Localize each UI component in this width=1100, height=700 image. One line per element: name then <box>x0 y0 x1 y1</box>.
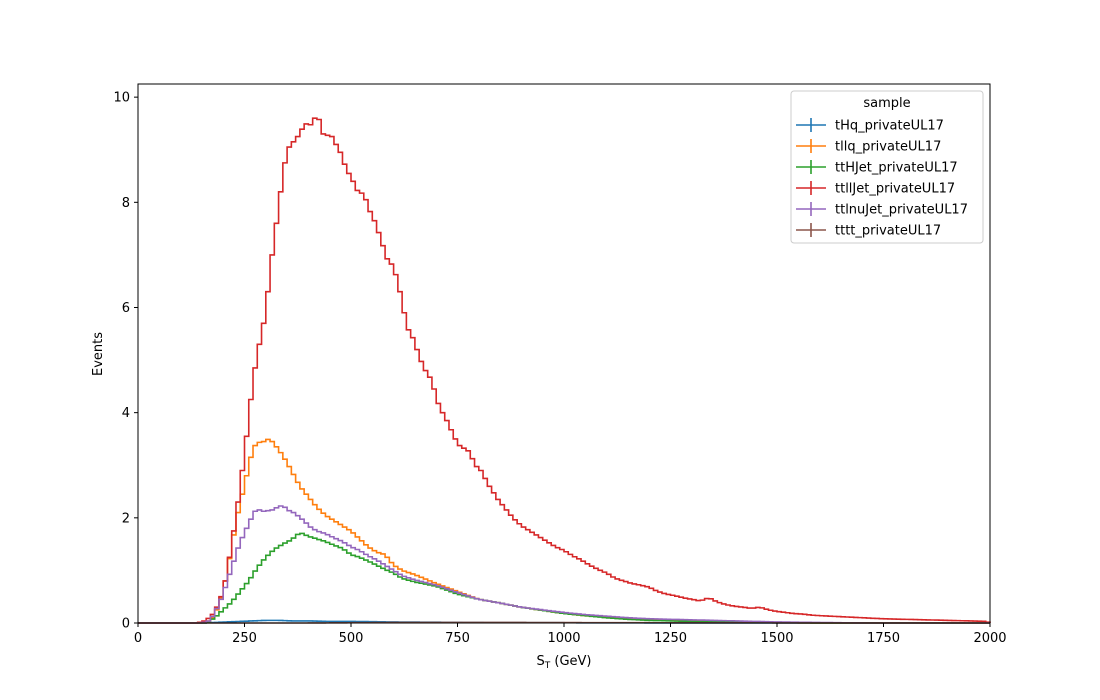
x-tick-label: 1000 <box>547 631 580 646</box>
x-tick-label: 0 <box>134 631 142 646</box>
series-line-2 <box>138 532 990 624</box>
legend: sample tHq_privateUL17 tllq_privateUL17tt… <box>790 90 984 244</box>
y-tick-label: 0 <box>122 617 130 632</box>
legend-entry: tllq_privateUL17 <box>796 139 941 155</box>
x-axis-label-unit: (GeV) <box>550 654 591 669</box>
legend-entry: tHq_privateUL17 <box>796 118 944 134</box>
x-axis: 0 250 500 750 1000 1250 1500 1750 2000 <box>134 623 1007 646</box>
legend-label: ttHJet_privateUL17 <box>835 161 958 176</box>
x-tick-label: 1500 <box>760 631 793 646</box>
series-line-3 <box>138 117 991 624</box>
y-tick-label: 2 <box>122 511 130 526</box>
legend-label: tllq_privateUL17 <box>835 140 941 155</box>
x-tick-label: 1250 <box>654 631 687 646</box>
legend-entry: ttllJet_privateUL17 <box>796 181 955 197</box>
legend-label: tHq_privateUL17 <box>835 119 944 134</box>
x-tick-label: 2000 <box>973 631 1006 646</box>
x-tick-label: 750 <box>445 631 470 646</box>
y-axis-label: Events <box>91 332 106 376</box>
legend-entries: tHq_privateUL17 tllq_privateUL17 ttHJet_pr… <box>796 118 968 239</box>
legend-entry: ttHJet_privateUL17 <box>796 160 958 176</box>
x-tick-label: 250 <box>232 631 257 646</box>
legend-label: ttllJet_privateUL17 <box>835 182 955 197</box>
y-tick-label: 4 <box>122 406 130 421</box>
x-axis-label-subscript: T <box>544 661 551 671</box>
series-line-1 <box>138 438 990 624</box>
y-tick-label: 6 <box>122 301 130 316</box>
legend-entry: ttlnuJet_privateUL17 <box>796 202 968 218</box>
legend-label: ttlnuJet_privateUL17 <box>835 203 968 218</box>
y-tick-label: 8 <box>122 196 130 211</box>
x-axis-label: ST (GeV) <box>536 654 591 671</box>
x-axis-label-main: S <box>536 654 544 669</box>
y-axis: 0 2 4 6 8 10 <box>113 91 138 632</box>
y-tick-label: 10 <box>113 91 130 106</box>
series-line-4 <box>138 505 990 624</box>
x-tick-label: 1750 <box>867 631 900 646</box>
x-tick-label: 500 <box>339 631 364 646</box>
legend-entry: tttt_privateUL17 <box>796 223 941 239</box>
legend-label: tttt_privateUL17 <box>835 224 941 239</box>
legend-box <box>790 90 984 244</box>
legend-title: sample <box>863 96 910 111</box>
